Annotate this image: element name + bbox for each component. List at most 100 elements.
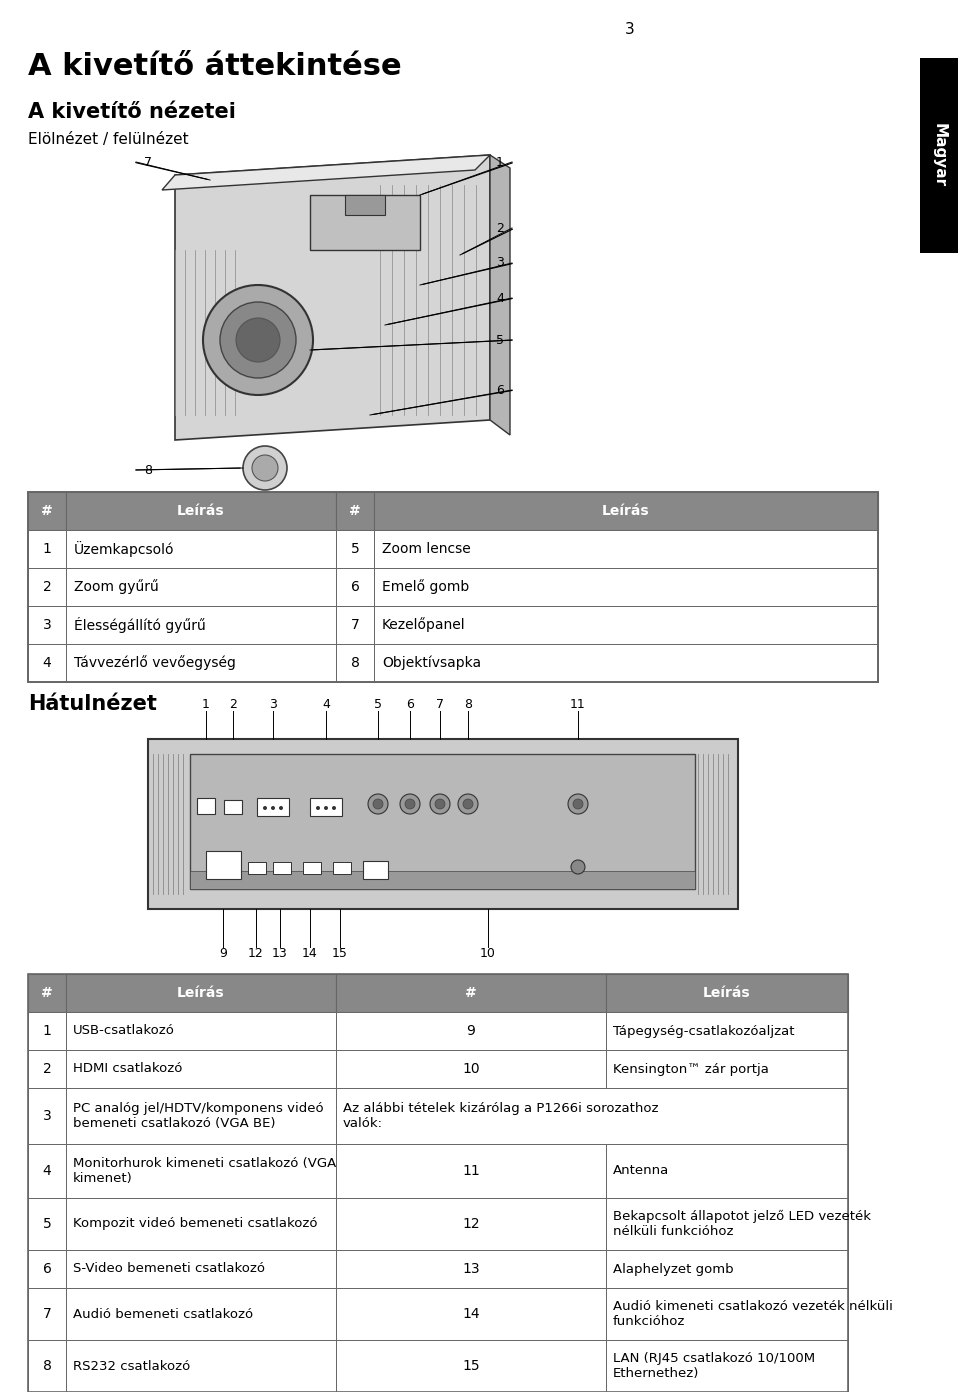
Bar — [66, 1250, 336, 1288]
Text: 14: 14 — [462, 1307, 480, 1321]
Text: 4: 4 — [496, 291, 504, 305]
Circle shape — [463, 799, 473, 809]
Bar — [303, 862, 321, 874]
Text: 1: 1 — [202, 697, 210, 711]
Text: 2: 2 — [496, 221, 504, 234]
Text: 3: 3 — [496, 256, 504, 270]
Text: 8: 8 — [350, 656, 359, 670]
Text: #: # — [349, 504, 361, 518]
Text: 13: 13 — [462, 1263, 480, 1276]
Bar — [336, 606, 374, 644]
Text: Objektívsapka: Objektívsapka — [382, 656, 481, 671]
Bar — [66, 568, 336, 606]
Text: Zoom lencse: Zoom lencse — [382, 541, 470, 555]
Bar — [66, 1012, 336, 1050]
Bar — [606, 1012, 848, 1050]
Bar — [336, 1144, 606, 1199]
Text: 6: 6 — [496, 384, 504, 397]
Text: 12: 12 — [248, 947, 264, 960]
Bar — [257, 798, 289, 816]
Text: Leírás: Leírás — [178, 504, 225, 518]
Bar — [28, 1089, 66, 1144]
Text: 13: 13 — [272, 947, 288, 960]
Bar — [336, 568, 374, 606]
Text: 10: 10 — [462, 1062, 480, 1076]
Bar — [66, 974, 336, 1012]
Text: 7: 7 — [436, 697, 444, 711]
Bar — [66, 1089, 336, 1144]
Text: 9: 9 — [219, 947, 227, 960]
Text: 5: 5 — [42, 1217, 52, 1231]
Text: #: # — [41, 986, 53, 999]
Bar — [28, 491, 878, 682]
Text: Kezelőpanel: Kezelőpanel — [382, 618, 466, 632]
Circle shape — [568, 793, 588, 814]
Text: 7: 7 — [144, 156, 152, 168]
Text: HDMI csatlakozó: HDMI csatlakozó — [73, 1062, 182, 1076]
Text: 3: 3 — [269, 697, 276, 711]
Bar — [148, 739, 738, 909]
Bar — [66, 644, 336, 682]
Bar — [345, 195, 385, 214]
Bar — [336, 1250, 606, 1288]
Bar — [336, 530, 374, 568]
Text: Tápegység-csatlakozóaljzat: Tápegység-csatlakozóaljzat — [613, 1025, 795, 1037]
Bar — [28, 1340, 66, 1392]
Bar — [248, 862, 266, 874]
Text: 5: 5 — [496, 334, 504, 347]
Text: USB-csatlakozó: USB-csatlakozó — [73, 1025, 175, 1037]
Bar — [28, 974, 66, 1012]
Bar — [28, 530, 66, 568]
Text: LAN (RJ45 csatlakozó 10/100M
Ethernethez): LAN (RJ45 csatlakozó 10/100M Ethernethez… — [613, 1352, 815, 1379]
Circle shape — [316, 806, 320, 810]
Bar — [336, 1199, 606, 1250]
Text: Hátulnézet: Hátulnézet — [28, 695, 156, 714]
Bar — [28, 644, 66, 682]
Text: Elölnézet / felülnézet: Elölnézet / felülnézet — [28, 132, 188, 148]
Text: 6: 6 — [350, 580, 359, 594]
Bar — [336, 644, 374, 682]
Text: 1: 1 — [42, 541, 52, 555]
Polygon shape — [162, 155, 490, 189]
Text: 6: 6 — [406, 697, 414, 711]
Circle shape — [263, 806, 267, 810]
Bar — [28, 1288, 66, 1340]
Text: 8: 8 — [464, 697, 472, 711]
Bar — [606, 1144, 848, 1199]
Bar — [190, 754, 695, 889]
Text: 6: 6 — [42, 1263, 52, 1276]
Text: 10: 10 — [480, 947, 496, 960]
Text: #: # — [466, 986, 477, 999]
Text: A kivetítő nézetei: A kivetítő nézetei — [28, 102, 236, 122]
Bar — [333, 862, 351, 874]
Bar — [66, 530, 336, 568]
Text: PC analóg jel/HDTV/komponens videó
bemeneti csatlakozó (VGA BE): PC analóg jel/HDTV/komponens videó bemen… — [73, 1102, 324, 1130]
Bar — [66, 1288, 336, 1340]
Text: 4: 4 — [42, 1164, 52, 1178]
Text: 11: 11 — [462, 1164, 480, 1178]
Text: Audió kimeneti csatlakozó vezeték nélküli
funkcióhoz: Audió kimeneti csatlakozó vezeték nélkül… — [613, 1300, 893, 1328]
Text: 15: 15 — [332, 947, 348, 960]
Bar — [28, 1144, 66, 1199]
Text: 3: 3 — [42, 1109, 52, 1123]
Bar — [28, 491, 66, 530]
Text: 15: 15 — [462, 1359, 480, 1373]
Text: Monitorhurok kimeneti csatlakozó (VGA
kimenet): Monitorhurok kimeneti csatlakozó (VGA ki… — [73, 1157, 336, 1185]
Text: 5: 5 — [350, 541, 359, 555]
Text: Magyar: Magyar — [931, 124, 947, 188]
Bar — [28, 1012, 66, 1050]
Bar — [28, 1250, 66, 1288]
Circle shape — [236, 317, 280, 362]
Text: 7: 7 — [42, 1307, 52, 1321]
Text: Audió bemeneti csatlakozó: Audió bemeneti csatlakozó — [73, 1307, 253, 1321]
Text: Leírás: Leírás — [602, 504, 650, 518]
Text: #: # — [41, 504, 53, 518]
Circle shape — [279, 806, 283, 810]
Text: 5: 5 — [374, 697, 382, 711]
Circle shape — [271, 806, 275, 810]
Text: Üzemkapcsoló: Üzemkapcsoló — [74, 541, 175, 557]
Bar — [606, 1199, 848, 1250]
Bar — [66, 1050, 336, 1089]
Bar — [336, 1089, 848, 1144]
Bar — [363, 862, 388, 878]
